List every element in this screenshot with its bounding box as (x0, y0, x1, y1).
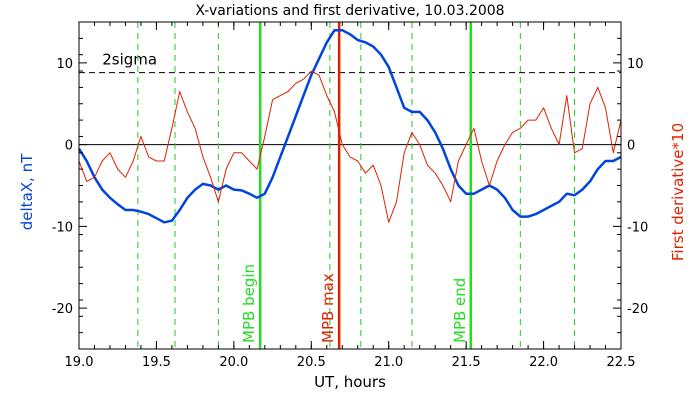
y-tick-label-right-1: 0 (627, 139, 635, 154)
threshold-label: 2sigma (102, 51, 157, 69)
x-tick-label-3: 20.5 (297, 355, 326, 370)
x-tick-label-2: 20.0 (219, 355, 248, 370)
mpb-label-1: MPB max (319, 273, 337, 343)
y-tick-label-left-0: 10 (56, 57, 73, 72)
y-tick-label-right-3: -20 (627, 302, 648, 317)
plot-layer: 2sigma MPB begin MPB max MPB end 19.0 19.5 20.… (52, 21, 648, 370)
x-tick-label-7: 22.5 (607, 355, 636, 370)
y-tick-label-right-0: 10 (627, 57, 644, 72)
y-tick-label-right-2: -10 (627, 220, 648, 235)
y-tick-label-left-3: -20 (52, 302, 73, 317)
series-line-1 (78, 70, 622, 223)
y-tick-label-left-1: 0 (65, 139, 73, 154)
x-tick-label-4: 21.0 (374, 355, 403, 370)
x-tick-label-5: 21.5 (452, 355, 481, 370)
series-line-0 (77, 28, 622, 224)
mpb-label-0: MPB begin (240, 264, 258, 343)
x-axis-label: UT, hours (314, 373, 386, 391)
y-axis-label-left: deltaX, nT (18, 153, 36, 230)
x-tick-label-1: 19.5 (142, 355, 171, 370)
y-axis-label-right: First derivative*10 (669, 123, 687, 261)
mpb-label-2: MPB end (451, 278, 469, 343)
x-tick-label-6: 22.0 (529, 355, 558, 370)
x-tick-label-0: 19.0 (65, 355, 94, 370)
y-tick-label-left-2: -10 (52, 220, 73, 235)
chart-title: X-variations and first derivative, 10.03… (195, 3, 504, 19)
